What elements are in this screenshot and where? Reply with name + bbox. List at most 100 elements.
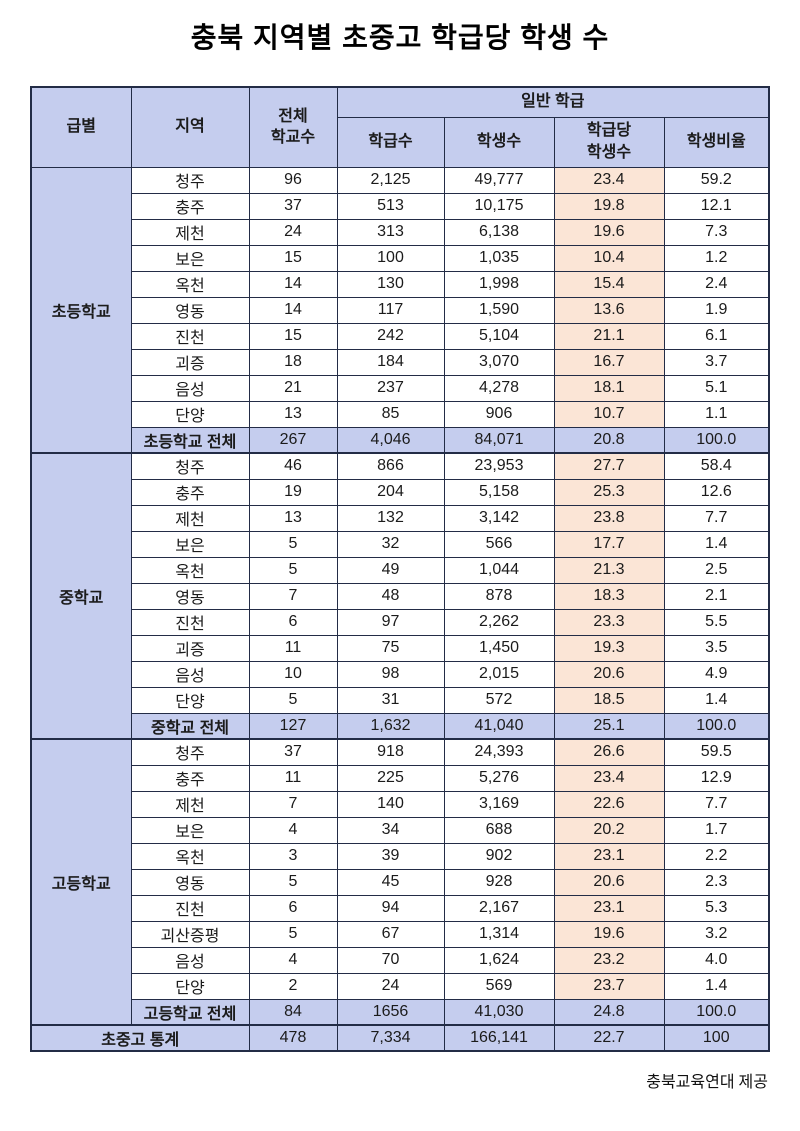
value-cell: 184: [336, 348, 445, 376]
value-cell: 313: [336, 218, 445, 246]
value-cell: 2,167: [443, 894, 555, 922]
region-cell: 충주: [130, 478, 250, 506]
region-cell: 보은: [130, 244, 250, 272]
value-cell: 23.4: [553, 166, 665, 194]
value-cell: 7: [248, 582, 338, 610]
section-total-label: 고등학교 전체: [130, 998, 250, 1026]
table-row: 옥천 5 49 1,044 21.3 2.5: [31, 556, 770, 584]
table-row: 충주 11 225 5,276 23.4 12.9: [31, 764, 770, 792]
value-cell: 24: [336, 972, 445, 1000]
value-cell: 5,158: [443, 478, 555, 506]
grand-total-label: 초중고 통계: [30, 1024, 250, 1052]
table-row: 음성 4 70 1,624 23.2 4.0: [31, 946, 770, 974]
region-cell: 보은: [130, 816, 250, 844]
value-cell: 267: [248, 426, 338, 454]
value-cell: 5,104: [443, 322, 555, 350]
region-cell: 단양: [130, 972, 250, 1000]
region-cell: 제천: [130, 218, 250, 246]
value-cell: 140: [336, 790, 445, 818]
value-cell: 3.7: [663, 348, 770, 376]
value-cell: 32: [336, 530, 445, 558]
table-row: 보은 4 34 688 20.2 1.7: [31, 816, 770, 844]
value-cell: 6: [248, 608, 338, 636]
column-header-student-ratio: 학생비율: [663, 116, 770, 168]
value-cell: 15: [248, 244, 338, 272]
value-cell: 204: [336, 478, 445, 506]
value-cell: 5: [248, 556, 338, 584]
value-cell: 18: [248, 348, 338, 376]
column-header-level: 급별: [30, 86, 132, 168]
region-cell: 음성: [130, 946, 250, 974]
value-cell: 20.2: [553, 816, 665, 844]
value-cell: 16.7: [553, 348, 665, 376]
value-cell: 566: [443, 530, 555, 558]
column-header-class-count: 학급수: [336, 116, 445, 168]
table-row: 진천 6 97 2,262 23.3 5.5: [31, 608, 770, 636]
value-cell: 12.1: [663, 192, 770, 220]
table-row: 제천 13 132 3,142 23.8 7.7: [31, 504, 770, 532]
region-cell: 영동: [130, 582, 250, 610]
value-cell: 10.7: [553, 400, 665, 428]
value-cell: 100.0: [663, 712, 770, 740]
value-cell: 59.5: [663, 738, 770, 766]
table-row: 옥천 3 39 902 23.1 2.2: [31, 842, 770, 870]
value-cell: 918: [336, 738, 445, 766]
value-cell: 4.9: [663, 660, 770, 688]
page-title: 충북 지역별 초중고 학급당 학생 수: [190, 22, 610, 53]
value-cell: 2.5: [663, 556, 770, 584]
value-cell: 20.6: [553, 660, 665, 688]
value-cell: 132: [336, 504, 445, 532]
value-cell: 67: [336, 920, 445, 948]
value-cell: 22.7: [553, 1024, 665, 1052]
table-row: 괴증 11 75 1,450 19.3 3.5: [31, 634, 770, 662]
value-cell: 19.6: [553, 920, 665, 948]
table-row: 음성 10 98 2,015 20.6 4.9: [31, 660, 770, 688]
table-row: 음성 21 237 4,278 18.1 5.1: [31, 374, 770, 402]
value-cell: 5,276: [443, 764, 555, 792]
value-cell: 1,624: [443, 946, 555, 974]
value-cell: 237: [336, 374, 445, 402]
value-cell: 1,632: [336, 712, 445, 740]
value-cell: 15.4: [553, 270, 665, 298]
region-cell: 충주: [130, 764, 250, 792]
table-row: 괴증 18 184 3,070 16.7 3.7: [31, 348, 770, 376]
region-cell: 제천: [130, 504, 250, 532]
section-total-row: 초등학교 전체 267 4,046 84,071 20.8 100.0: [31, 426, 770, 454]
column-header-general-class: 일반 학급: [336, 86, 770, 118]
value-cell: 3,169: [443, 790, 555, 818]
value-cell: 23.1: [553, 894, 665, 922]
value-cell: 48: [336, 582, 445, 610]
table-row: 충주 37 513 10,175 19.8 12.1: [31, 192, 770, 220]
value-cell: 18.1: [553, 374, 665, 402]
value-cell: 27.7: [553, 452, 665, 480]
region-cell: 괴산증평: [130, 920, 250, 948]
table-row: 단양 2 24 569 23.7 1.4: [31, 972, 770, 1000]
value-cell: 31: [336, 686, 445, 714]
value-cell: 572: [443, 686, 555, 714]
value-cell: 98: [336, 660, 445, 688]
value-cell: 3,142: [443, 504, 555, 532]
value-cell: 37: [248, 738, 338, 766]
value-cell: 906: [443, 400, 555, 428]
value-cell: 7.7: [663, 504, 770, 532]
table-row: 고등학교 청주 37 918 24,393 26.6 59.5: [30, 738, 770, 1026]
value-cell: 49: [336, 556, 445, 584]
region-cell: 옥천: [130, 842, 250, 870]
value-cell: 878: [443, 582, 555, 610]
value-cell: 23.2: [553, 946, 665, 974]
value-cell: 1.7: [663, 816, 770, 844]
value-cell: 24.8: [553, 998, 665, 1026]
value-cell: 6: [248, 894, 338, 922]
table-row: 단양 5 31 572 18.5 1.4: [31, 686, 770, 714]
value-cell: 4: [248, 946, 338, 974]
value-cell: 5: [248, 920, 338, 948]
value-cell: 13: [248, 504, 338, 532]
value-cell: 1.4: [663, 530, 770, 558]
value-cell: 1,998: [443, 270, 555, 298]
value-cell: 23.8: [553, 504, 665, 532]
value-cell: 25.3: [553, 478, 665, 506]
value-cell: 18.5: [553, 686, 665, 714]
value-cell: 513: [336, 192, 445, 220]
value-cell: 5: [248, 686, 338, 714]
value-cell: 23,953: [443, 452, 555, 480]
